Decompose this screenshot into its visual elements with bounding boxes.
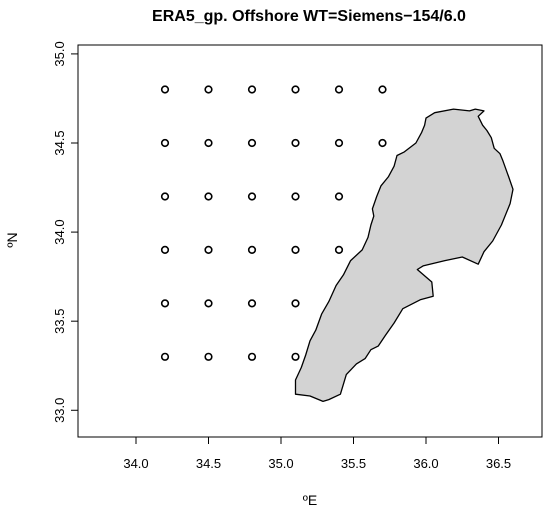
y-axis-label: ºN	[4, 232, 20, 247]
data-point	[334, 245, 344, 254]
x-tick-label: 36.0	[413, 456, 438, 471]
data-point	[204, 299, 213, 308]
chart-title: ERA5_gp. Offshore WT=Siemens−154/6.0	[152, 8, 466, 25]
data-point	[291, 85, 300, 94]
data-point	[160, 245, 170, 254]
data-point	[160, 299, 170, 308]
y-axis: 33.0 33.5 34.0 34.5 35.0	[52, 41, 79, 423]
y-tick-label: 35.0	[52, 41, 67, 66]
data-point	[334, 192, 344, 201]
data-point	[247, 245, 257, 254]
data-point	[291, 245, 300, 254]
data-point	[291, 299, 300, 308]
x-axis: 34.0 34.5 35.0 35.5 36.0 36.5	[123, 436, 511, 471]
data-point	[160, 85, 170, 94]
data-point	[247, 85, 257, 94]
data-point	[204, 138, 213, 148]
x-axis-label: ºE	[303, 492, 317, 508]
x-tick-label: 34.0	[123, 456, 148, 471]
data-point	[378, 138, 387, 148]
data-point	[334, 138, 344, 148]
land-polygon	[294, 108, 514, 403]
x-tick-label: 35.5	[341, 456, 366, 471]
data-point	[291, 352, 300, 361]
data-point	[160, 192, 170, 201]
y-tick-label: 33.0	[52, 398, 67, 423]
data-point	[247, 299, 257, 308]
data-point	[247, 192, 257, 201]
data-point	[160, 138, 170, 148]
data-point	[291, 192, 300, 201]
x-tick-label: 36.5	[486, 456, 511, 471]
data-point	[204, 192, 213, 201]
y-tick-label: 33.5	[52, 309, 67, 334]
data-point	[247, 352, 257, 361]
data-point	[204, 245, 213, 254]
data-point	[160, 352, 170, 361]
data-point	[204, 85, 213, 94]
x-tick-label: 35.0	[268, 456, 293, 471]
y-tick-label: 34.5	[52, 130, 67, 155]
data-point	[334, 85, 344, 94]
y-tick-label: 34.0	[52, 219, 67, 244]
data-point	[247, 138, 257, 148]
data-point	[204, 352, 213, 361]
data-point	[291, 138, 300, 148]
data-points	[160, 85, 387, 361]
data-point	[378, 85, 387, 94]
x-tick-label: 34.5	[196, 456, 221, 471]
